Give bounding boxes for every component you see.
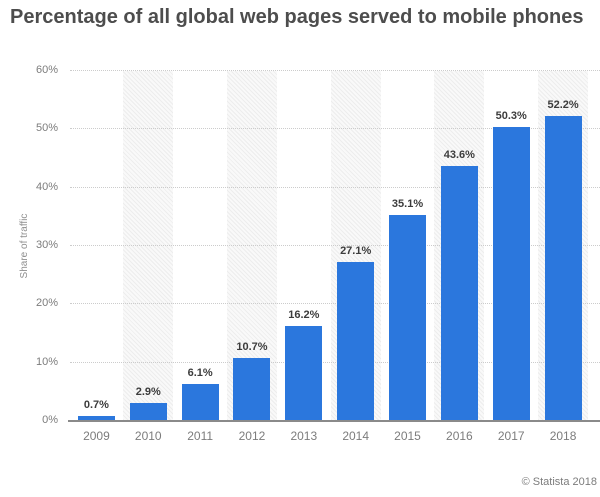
bar-value-label: 52.2% bbox=[547, 98, 579, 111]
x-tick-label: 2015 bbox=[394, 429, 421, 443]
copyright-credit: © Statista 2018 bbox=[521, 476, 597, 488]
y-tick-label: 50% bbox=[35, 122, 58, 135]
bar-value-label: 50.3% bbox=[495, 109, 527, 122]
bar[interactable] bbox=[337, 261, 375, 420]
bar[interactable] bbox=[544, 115, 582, 420]
bar[interactable] bbox=[492, 126, 530, 420]
gridline bbox=[70, 245, 600, 246]
y-tick-label: 30% bbox=[35, 239, 58, 251]
x-tick-label: 2012 bbox=[238, 429, 266, 443]
y-tick-label: 0% bbox=[42, 414, 58, 426]
x-axis-line bbox=[68, 420, 600, 422]
bar[interactable] bbox=[77, 415, 115, 420]
x-tick-label: 2009 bbox=[83, 429, 110, 443]
bar-value-label: 35.1% bbox=[391, 198, 424, 211]
bar-value-label: 10.7% bbox=[236, 340, 268, 353]
gridline bbox=[70, 186, 600, 188]
gridline bbox=[70, 128, 600, 130]
x-tick-label: 2010 bbox=[134, 429, 162, 443]
bar[interactable] bbox=[181, 384, 219, 420]
x-tick-label: 2018 bbox=[549, 429, 577, 443]
chart-title: Percentage of all global web pages serve… bbox=[10, 6, 584, 28]
x-tick-label: 2017 bbox=[497, 429, 525, 443]
bar[interactable] bbox=[389, 215, 427, 420]
x-tick-label: 2013 bbox=[290, 429, 318, 443]
y-tick-label: 60% bbox=[35, 64, 58, 76]
x-tick-label: 2014 bbox=[342, 429, 370, 443]
bar-value-label: 43.6% bbox=[443, 148, 475, 161]
gridline bbox=[70, 70, 600, 71]
x-tick-label: 2016 bbox=[446, 429, 473, 443]
bar[interactable] bbox=[129, 403, 167, 420]
bar-value-label: 0.7% bbox=[83, 398, 109, 411]
y-tick-label: 10% bbox=[35, 355, 58, 368]
bar-value-label: 16.2% bbox=[288, 308, 320, 321]
bar-value-label: 6.1% bbox=[187, 367, 213, 380]
gridline bbox=[70, 361, 600, 363]
gridline bbox=[70, 303, 600, 305]
y-tick-label: 20% bbox=[35, 297, 58, 310]
bar[interactable] bbox=[440, 165, 478, 420]
y-tick-label: 40% bbox=[35, 180, 58, 193]
bar-value-label: 27.1% bbox=[340, 244, 372, 257]
bar[interactable] bbox=[285, 325, 323, 420]
x-tick-label: 2011 bbox=[187, 429, 214, 443]
bar[interactable] bbox=[233, 357, 271, 420]
bar-value-label: 2.9% bbox=[135, 386, 161, 399]
